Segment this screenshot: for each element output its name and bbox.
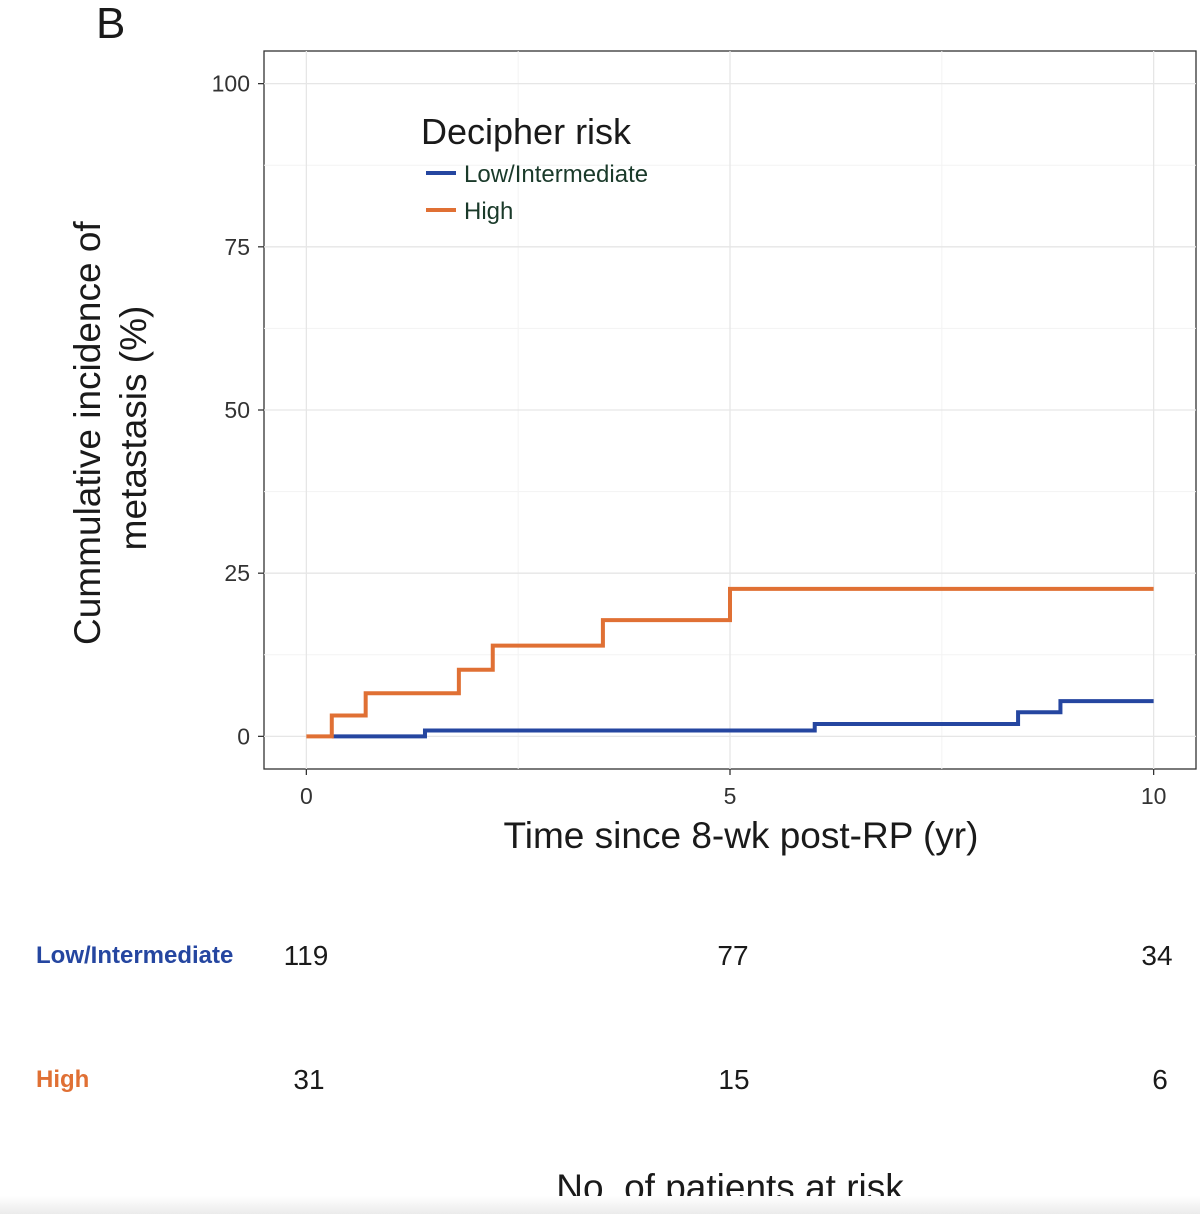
series-lines xyxy=(306,586,1154,739)
y-axis-label-line-2: metastasis (%) xyxy=(113,306,154,551)
axis-ticks: 0 25 50 75 100 0 5 10 xyxy=(212,71,1167,809)
series-line-high xyxy=(306,586,1154,739)
risk-count: 15 xyxy=(718,1064,750,1095)
bottom-shadow xyxy=(0,1196,1200,1214)
x-tick-label: 5 xyxy=(724,783,737,809)
x-tick-label: 0 xyxy=(300,783,313,809)
risk-count: 6 xyxy=(1152,1064,1168,1095)
risk-row-name: High xyxy=(36,1066,90,1093)
x-tick-label: 10 xyxy=(1141,783,1167,809)
risk-row-low-intermediate: Low/Intermediate 119 77 34 xyxy=(0,936,1200,976)
risk-count: 119 xyxy=(283,940,329,971)
risk-count: 77 xyxy=(717,940,749,971)
y-tick-label: 25 xyxy=(224,560,250,586)
risk-count: 34 xyxy=(1141,940,1173,971)
y-axis-label: Cummulative incidence of metastasis (%) xyxy=(67,211,154,645)
series-line-low-intermediate xyxy=(331,699,1154,739)
legend: Decipher risk Low/Intermediate High xyxy=(421,111,648,225)
risk-row-high: High 31 15 6 xyxy=(0,1060,1200,1100)
y-axis-label-line-1: Cummulative incidence of xyxy=(67,221,108,645)
y-tick-label: 0 xyxy=(237,723,250,749)
legend-title: Decipher risk xyxy=(421,111,632,152)
incidence-chart: 0 25 50 75 100 0 5 10 Time since 8-wk post-RP (… xyxy=(67,50,1197,856)
y-tick-label: 50 xyxy=(224,397,250,423)
legend-label-low-intermediate: Low/Intermediate xyxy=(464,161,648,188)
x-axis-label: Time since 8-wk post-RP (yr) xyxy=(504,815,979,856)
risk-row-name: Low/Intermediate xyxy=(36,942,234,969)
y-tick-label: 75 xyxy=(224,234,250,260)
risk-count: 31 xyxy=(293,1064,325,1095)
legend-label-high: High xyxy=(464,198,513,225)
panel-label: B xyxy=(96,0,126,48)
y-tick-label: 100 xyxy=(212,71,250,97)
